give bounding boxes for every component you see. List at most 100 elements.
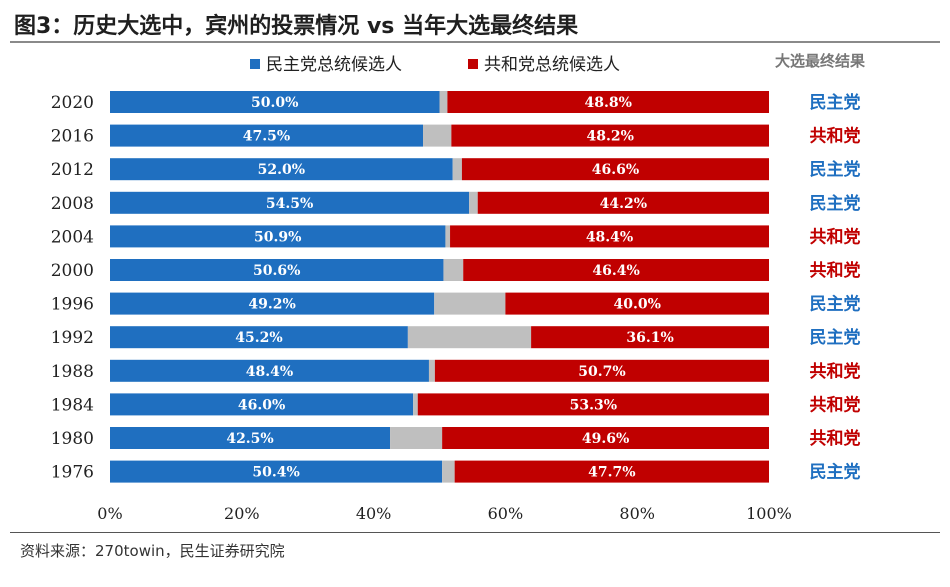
bar-segment-dem — [110, 460, 443, 483]
result-label-dem: 民主党 — [810, 327, 861, 348]
year-label: 1976 — [51, 463, 94, 483]
source-note: 资料来源：270towin，民生证券研究院 — [20, 542, 285, 560]
bar-segment-rep — [447, 91, 769, 113]
data-label-rep: 49.6% — [582, 431, 629, 447]
bar-segment-other — [443, 259, 464, 281]
bar-segment-dem — [110, 393, 414, 416]
year-label: 1996 — [51, 295, 94, 315]
result-label-rep: 共和党 — [810, 126, 861, 147]
data-label-dem: 54.5% — [266, 196, 313, 212]
bar-segment-dem — [110, 326, 408, 349]
bar-segment-rep — [505, 292, 769, 315]
bar-segment-dem — [110, 259, 444, 281]
bar-segment-dem — [110, 427, 391, 449]
bar-segment-rep — [417, 393, 769, 416]
result-label-rep: 共和党 — [810, 226, 861, 247]
bar-segment-dem — [110, 225, 446, 248]
bar-segment-rep — [442, 427, 769, 449]
data-label-dem: 50.9% — [254, 229, 301, 245]
bar-segment-other — [407, 326, 532, 349]
year-label: 1988 — [51, 362, 94, 382]
result-label-dem: 民主党 — [810, 159, 861, 180]
data-label-rep: 53.3% — [570, 397, 617, 413]
data-label-rep: 44.2% — [600, 196, 647, 212]
result-label-rep: 共和党 — [810, 361, 861, 382]
bar-segment-other — [452, 158, 462, 181]
x-tick-label: 20% — [224, 504, 260, 523]
bar-segment-other — [413, 393, 418, 416]
legend-swatch-dem — [250, 59, 260, 69]
x-tick-label: 0% — [97, 504, 122, 523]
bar-segment-rep — [461, 158, 769, 181]
data-label-dem: 46.0% — [238, 397, 285, 413]
bar-segment-dem — [110, 191, 470, 214]
chart-title: 图3：历史大选中，宾州的投票情况 vs 当年大选最终结果 — [14, 14, 579, 39]
data-label-rep: 48.8% — [585, 95, 632, 111]
data-label-dem: 50.0% — [251, 95, 298, 111]
data-label-rep: 40.0% — [613, 297, 660, 313]
bar-segment-other — [445, 225, 451, 248]
bar-segment-rep — [531, 326, 769, 349]
title-divider — [10, 41, 940, 43]
year-label: 2012 — [51, 160, 94, 180]
bar-segment-other — [428, 359, 435, 382]
year-label: 2008 — [51, 194, 94, 214]
year-label: 1984 — [51, 395, 94, 415]
data-label-rep: 46.4% — [592, 263, 639, 279]
bar-segment-other — [390, 427, 443, 449]
year-label: 2000 — [51, 261, 94, 281]
bar-segment-rep — [477, 191, 769, 214]
result-label-dem: 民主党 — [810, 92, 861, 113]
bar-segment-rep — [434, 359, 769, 382]
x-tick-label: 40% — [356, 504, 392, 523]
data-label-rep: 48.4% — [586, 229, 633, 245]
year-label: 2016 — [51, 127, 94, 147]
year-label: 1992 — [51, 328, 94, 348]
data-label-dem: 50.4% — [252, 465, 299, 481]
bar-segment-rep — [450, 225, 769, 248]
result-label-dem: 民主党 — [810, 193, 861, 214]
data-label-rep: 47.7% — [588, 465, 635, 481]
bar-segment-other — [423, 124, 452, 147]
data-label-rep: 46.6% — [592, 162, 639, 178]
data-label-dem: 47.5% — [243, 129, 290, 145]
bar-segment-other — [434, 292, 506, 315]
bar-segment-dem — [110, 292, 435, 315]
result-label-rep: 共和党 — [810, 428, 861, 449]
result-label-rep: 共和党 — [810, 260, 861, 281]
data-label-dem: 45.2% — [235, 330, 282, 346]
result-header: 大选最终结果 — [775, 52, 866, 70]
bar-segment-other — [442, 460, 455, 483]
bar-segment-rep — [454, 460, 769, 483]
year-label: 2020 — [51, 93, 94, 113]
data-label-dem: 48.4% — [246, 364, 293, 380]
bar-segment-other — [439, 91, 448, 113]
result-label-dem: 民主党 — [810, 462, 861, 483]
legend-item-dem: 民主党总统候选人 — [250, 50, 402, 75]
data-label-dem: 42.5% — [226, 431, 273, 447]
footer-divider — [10, 532, 940, 533]
bar-segment-other — [469, 191, 478, 214]
legend-swatch-rep — [468, 59, 478, 69]
data-label-dem: 52.0% — [258, 162, 305, 178]
x-tick-label: 100% — [746, 504, 792, 523]
bar-segment-rep — [451, 124, 769, 147]
bar-segment-rep — [463, 259, 769, 281]
x-tick-label: 80% — [619, 504, 655, 523]
legend-label-dem: 民主党总统候选人 — [266, 55, 402, 75]
data-label-rep: 50.7% — [578, 364, 625, 380]
result-label-rep: 共和党 — [810, 394, 861, 415]
bar-segment-dem — [110, 158, 453, 181]
legend-item-rep: 共和党总统候选人 — [468, 50, 620, 75]
data-label-rep: 48.2% — [586, 129, 633, 145]
data-label-rep: 36.1% — [626, 330, 673, 346]
legend-label-rep: 共和党总统候选人 — [484, 55, 620, 75]
bar-segment-dem — [110, 124, 424, 147]
result-label-dem: 民主党 — [810, 294, 861, 315]
bar-segment-dem — [110, 91, 440, 113]
year-label: 2004 — [51, 227, 94, 247]
data-label-dem: 50.6% — [253, 263, 300, 279]
bar-segment-dem — [110, 359, 429, 382]
x-tick-label: 60% — [488, 504, 524, 523]
